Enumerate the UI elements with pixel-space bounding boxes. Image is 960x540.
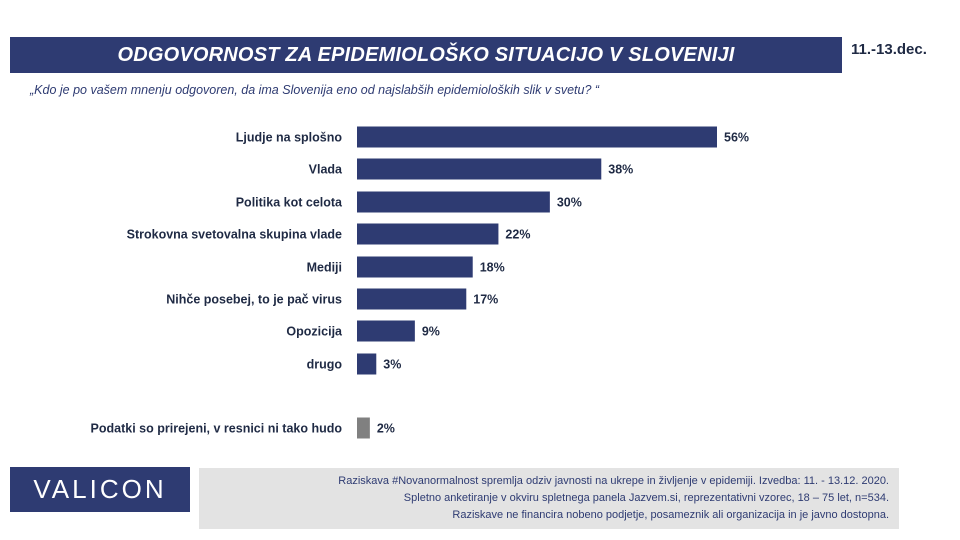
value-label: 56% — [724, 131, 749, 145]
survey-date: 11.-13.dec. — [851, 41, 927, 58]
bar — [357, 256, 473, 278]
bar — [357, 191, 550, 213]
category-label: Podatki so prirejeni, v resnici ni tako … — [91, 422, 343, 436]
category-label: drugo — [307, 358, 343, 372]
bar — [357, 158, 602, 180]
value-label: 22% — [505, 228, 530, 242]
category-label: Ljudje na splošno — [236, 131, 343, 145]
survey-question: „Kdo je po vašem mnenju odgovoren, da im… — [30, 83, 600, 97]
value-label: 17% — [473, 293, 498, 307]
category-label: Mediji — [307, 261, 342, 275]
valicon-logo: VALICON — [10, 467, 190, 512]
value-label: 30% — [557, 196, 582, 210]
bar — [357, 417, 370, 439]
category-label: Opozicija — [286, 325, 343, 339]
footnote-line: Raziskave ne financira nobeno podjetje, … — [452, 509, 889, 521]
value-label: 38% — [608, 163, 633, 177]
value-label: 3% — [383, 358, 401, 372]
bar — [357, 320, 415, 342]
category-label: Strokovna svetovalna skupina vlade — [127, 228, 342, 242]
footnote: Raziskava #Novanormalnost spremlja odziv… — [199, 468, 899, 529]
bar-chart: Ljudje na splošno 56% Vlada 38% Politika kot… — [91, 126, 749, 439]
category-label: Vlada — [309, 163, 343, 177]
value-label: 18% — [480, 261, 505, 275]
chart-title: ODGOVORNOST ZA EPIDEMIOLOŠKO SITUACIJO V… — [10, 37, 842, 73]
bar — [357, 288, 467, 310]
category-label: Politika kot celota — [236, 196, 343, 210]
footnote-line: Spletno anketiranje v okviru spletnega p… — [403, 492, 889, 504]
category-label: Nihče posebej, to je pač virus — [166, 293, 342, 307]
value-label: 2% — [377, 422, 395, 436]
bar — [357, 353, 377, 375]
value-label: 9% — [422, 325, 440, 339]
bar — [357, 126, 717, 148]
bar — [357, 223, 499, 245]
footnote-line: Raziskava #Novanormalnost spremlja odziv… — [338, 475, 889, 487]
